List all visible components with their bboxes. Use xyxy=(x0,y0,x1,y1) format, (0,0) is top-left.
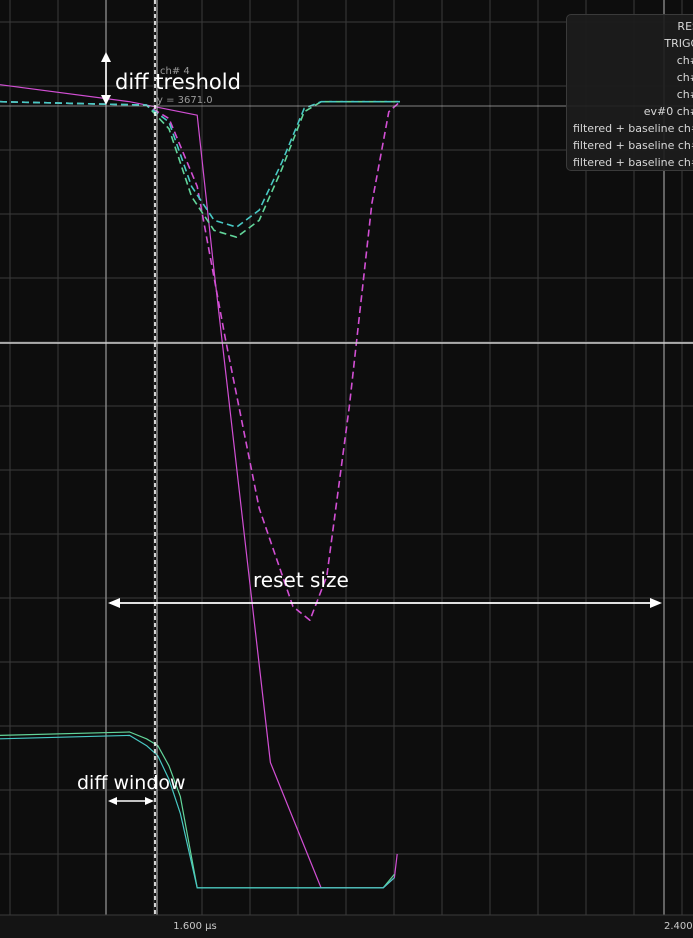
diff-window-arrowhead-right xyxy=(145,797,154,805)
annotation-layer: ch# 4 y = 3671.0 diff treshold reset siz… xyxy=(0,0,693,915)
series-line-dashed-magenta[interactable] xyxy=(0,100,401,621)
legend-entry[interactable]: ev#0 ch# xyxy=(643,105,693,118)
series-line-dashed-green[interactable] xyxy=(0,100,400,238)
diff-window-label: diff window xyxy=(77,772,186,794)
legend-entry[interactable]: RES xyxy=(677,20,693,33)
legend-entry[interactable]: ch# xyxy=(676,54,693,67)
diff-treshold-arrowhead-down xyxy=(101,95,111,105)
legend-entry[interactable]: ch# xyxy=(676,71,693,84)
reset-size-arrowhead-right xyxy=(650,598,662,608)
legend-entry[interactable]: ch# xyxy=(676,88,693,101)
series-line-solid-teal[interactable] xyxy=(0,734,395,889)
diff-treshold-label: diff treshold xyxy=(115,70,241,94)
legend-entry[interactable]: filtered + baseline ch# xyxy=(573,156,693,169)
legend-entry[interactable]: TRIGG xyxy=(664,37,693,50)
cursor-readout-value: y = 3671.0 xyxy=(157,95,213,106)
reset-size-arrowhead-left xyxy=(108,598,120,608)
cursor-readout-channel: ch# 4 xyxy=(160,66,190,77)
x-tick-label: 2.400 µs xyxy=(664,921,693,932)
legend-entry[interactable]: filtered + baseline ch# xyxy=(573,122,693,135)
x-axis: 1.600 µs 2.400 µs xyxy=(0,914,693,938)
series-layer xyxy=(0,84,401,889)
legend[interactable]: RES TRIGG ch# ch# ch# ev#0 ch# filtered … xyxy=(566,14,693,171)
diff-treshold-arrowhead-up xyxy=(101,52,111,62)
diff-window-arrowhead-left xyxy=(108,797,117,805)
plot-grid xyxy=(0,0,693,915)
reset-size-label: reset size xyxy=(253,568,349,592)
x-tick-label: 1.600 µs xyxy=(173,921,216,932)
series-line-solid-magenta[interactable] xyxy=(0,84,398,889)
series-line-solid-green[interactable] xyxy=(0,731,395,889)
legend-entry[interactable]: filtered + baseline ch# xyxy=(573,139,693,152)
